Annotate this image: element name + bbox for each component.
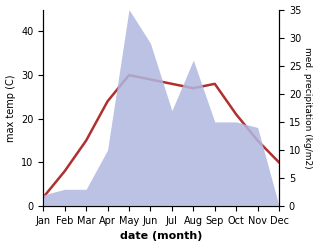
X-axis label: date (month): date (month) <box>120 231 202 242</box>
Y-axis label: med. precipitation (kg/m2): med. precipitation (kg/m2) <box>303 47 313 169</box>
Y-axis label: max temp (C): max temp (C) <box>5 74 16 142</box>
